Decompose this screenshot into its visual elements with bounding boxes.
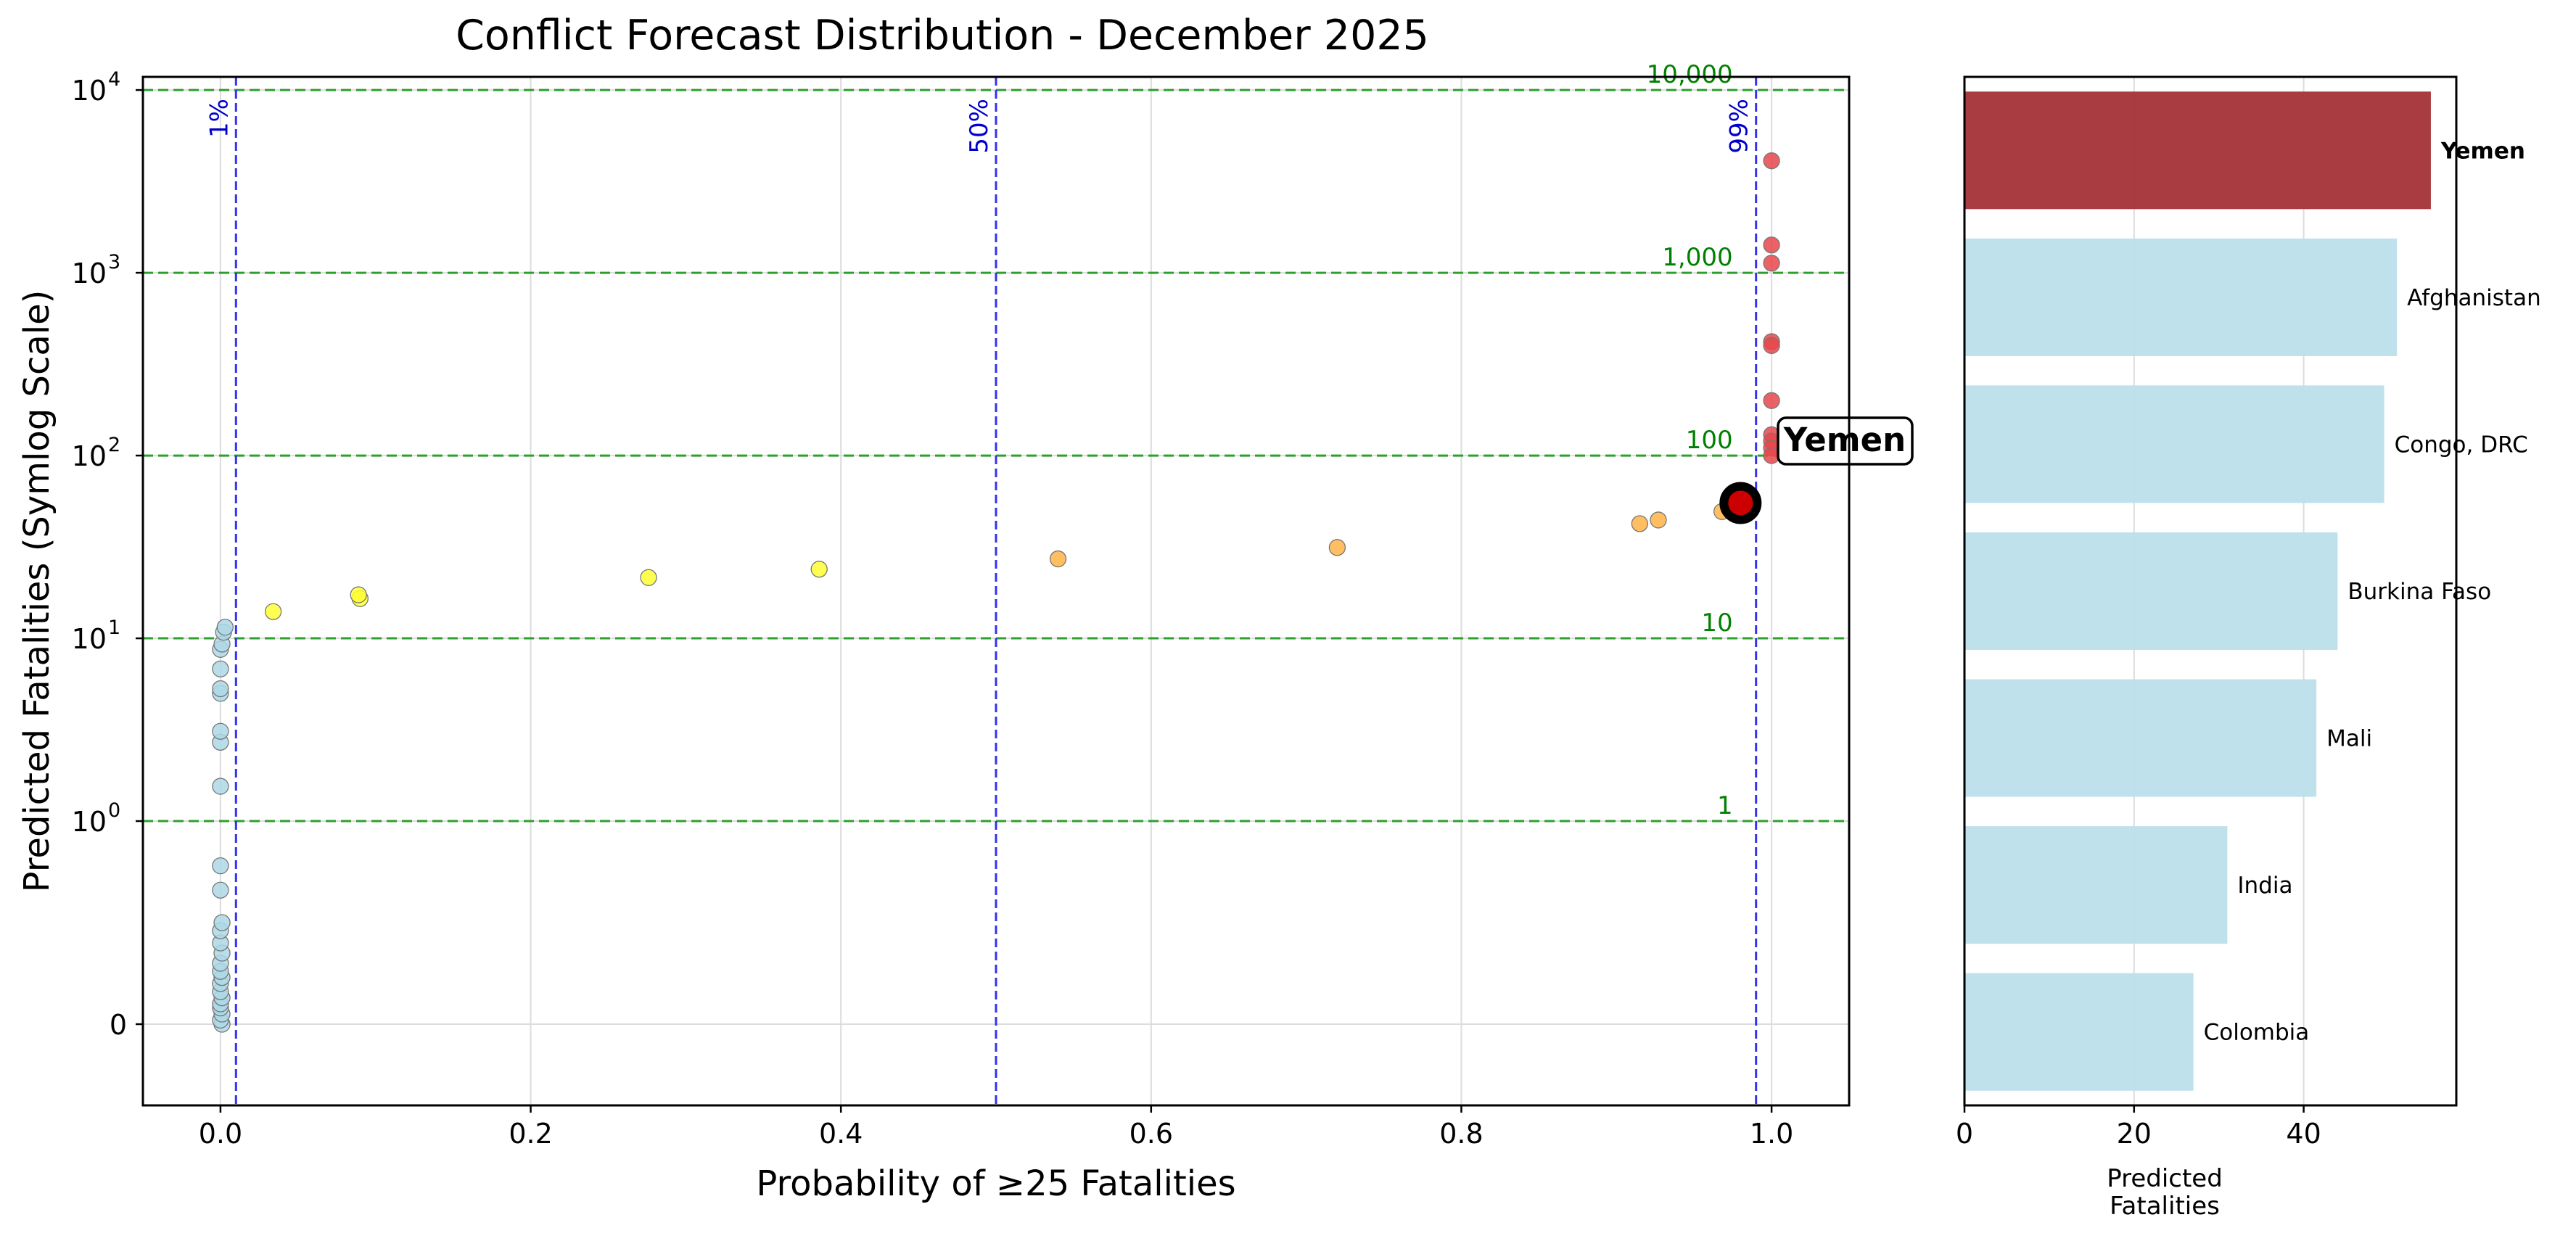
probability-threshold-label: 99%	[1725, 99, 1754, 154]
bar	[1964, 91, 2431, 210]
bar-bars	[1964, 91, 2431, 1091]
bar-category-label: Yemen	[2440, 138, 2525, 164]
point-low	[212, 881, 229, 899]
highlight-callout-label: Yemen	[1783, 421, 1906, 459]
bar-x-label-line: Predicted	[2107, 1164, 2223, 1193]
bar-frame	[1963, 75, 2458, 1107]
bar	[1964, 973, 2194, 1091]
point-high	[1650, 511, 1667, 529]
point-low	[212, 857, 229, 875]
point-low	[213, 914, 231, 931]
y-tick-base: 10	[72, 440, 107, 472]
scatter-y-label: Predicted Fatalities (Symlog Scale)	[17, 290, 57, 893]
highlight-marker-yemen	[1719, 482, 1762, 524]
x-tick-label: 0.4	[819, 1118, 863, 1150]
bar-category-label: Colombia	[2204, 1020, 2310, 1046]
fatality-threshold-label: 1,000	[1662, 243, 1732, 272]
scatter-frame	[141, 75, 1851, 1107]
y-tick-exponent: 4	[108, 68, 120, 91]
bar-category-label: Congo, DRC	[2395, 432, 2528, 458]
y-tick-label: 0	[110, 1009, 127, 1041]
y-tick-base: 10	[72, 257, 107, 289]
bar-axes: Yemen Afghanistan Congo, DRC Burkina Faso Ma…	[1956, 75, 2541, 1150]
y-tick-exponent: 3	[108, 251, 120, 273]
bar-category-label: Afghanistan	[2407, 285, 2541, 311]
probability-threshold-label: 50%	[965, 99, 994, 154]
point-low	[212, 778, 229, 795]
point-very-high	[1763, 337, 1780, 355]
point-medium	[810, 561, 828, 578]
y-tick-exponent: 0	[108, 799, 120, 822]
point-high	[1328, 539, 1346, 556]
point-very-high	[1763, 152, 1780, 170]
probability-threshold-lines: 1% 50% 99%	[205, 77, 1758, 1105]
x-tick-label: 0.6	[1129, 1118, 1173, 1150]
bar	[1964, 385, 2384, 503]
scatter-x-label: Probability of ≥25 Fatalities	[756, 1163, 1235, 1204]
y-tick-exponent: 1	[108, 617, 120, 639]
point-very-high	[1763, 392, 1780, 409]
fatality-threshold-label: 100	[1686, 426, 1733, 455]
scatter-points	[212, 152, 1780, 1033]
point-low	[212, 660, 229, 677]
point-high	[1631, 515, 1648, 532]
scatter-x-ticks: 0.0 0.2 0.4 0.6 0.8 1.0	[199, 1105, 1793, 1150]
point-medium	[640, 569, 657, 586]
point-high	[1049, 550, 1067, 568]
bar-category-label: India	[2237, 873, 2292, 899]
y-tick-base: 10	[72, 75, 107, 107]
scatter-title: Conflict Forecast Distribution - Decembe…	[456, 12, 1429, 59]
point-medium	[264, 603, 282, 620]
bar-category-label: Burkina Faso	[2347, 579, 2491, 605]
bar-x-label: Predicted Fatalities	[2107, 1164, 2223, 1221]
highlight-callout-box	[1777, 416, 1914, 466]
probability-threshold-label: 1%	[205, 99, 234, 138]
x-tick-label: 1.0	[1750, 1118, 1793, 1150]
bar-x-tick-label: 0	[1956, 1118, 1973, 1150]
point-low	[212, 722, 229, 740]
bar-category-label: Mali	[2326, 726, 2372, 752]
fatality-threshold-label: 1	[1717, 791, 1733, 820]
point-very-high	[1763, 236, 1780, 254]
bar-x-tick-label: 20	[2117, 1118, 2152, 1150]
bar	[1964, 826, 2228, 944]
x-tick-label: 0.2	[509, 1118, 552, 1150]
point-medium	[350, 586, 367, 603]
bar	[1964, 238, 2398, 356]
y-tick-base: 10	[72, 623, 107, 655]
point-very-high	[1763, 255, 1780, 272]
fatality-threshold-label: 10,000	[1647, 60, 1733, 89]
x-tick-label: 0.8	[1439, 1118, 1483, 1150]
highlight-group: Yemen	[1719, 416, 1914, 524]
bar-x-ticks: 0 20 40	[1956, 1105, 2321, 1150]
point-low	[212, 680, 229, 698]
fatality-threshold-label: 10	[1701, 609, 1732, 638]
bar	[1964, 532, 2338, 651]
bar-category-labels: Yemen Afghanistan Congo, DRC Burkina Faso Ma…	[2204, 138, 2541, 1045]
bar	[1964, 679, 2317, 797]
x-tick-label: 0.0	[199, 1118, 242, 1150]
bar-x-label-line: Fatalities	[2110, 1192, 2220, 1221]
y-tick-exponent: 2	[108, 434, 120, 456]
y-tick-base: 10	[72, 806, 107, 838]
bar-x-tick-label: 40	[2286, 1118, 2321, 1150]
point-low	[216, 619, 234, 636]
